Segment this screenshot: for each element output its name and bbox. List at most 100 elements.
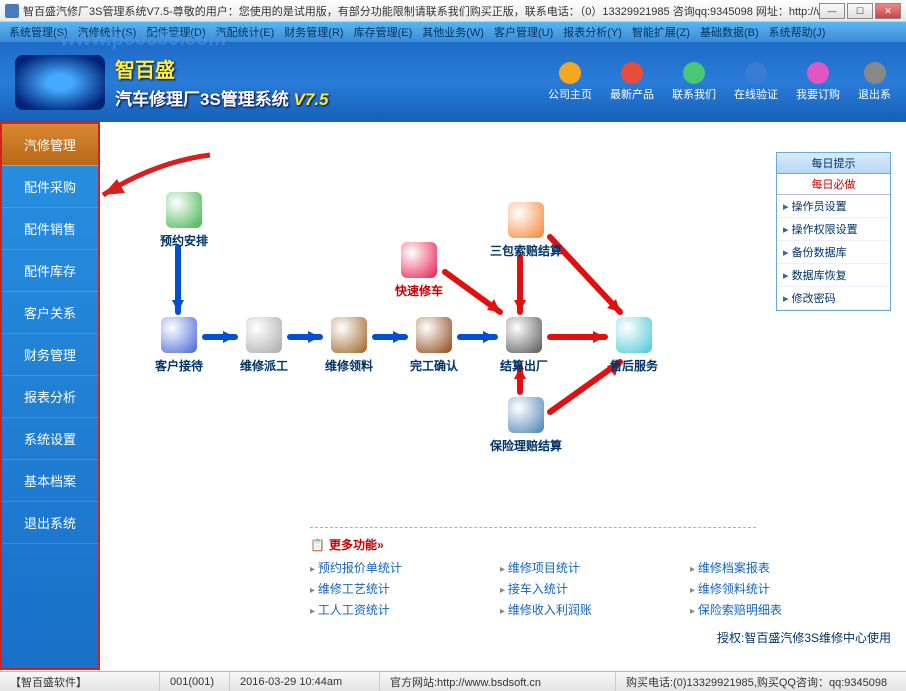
workflow-label-n10: 保险理赔结算 [490,437,562,454]
menu-item-3[interactable]: 汽配统计(E) [211,24,280,40]
sidebar-item-8[interactable]: 基本档案 [2,460,98,502]
menu-item-2[interactable]: 配件管理(D) [141,24,210,40]
close-button[interactable]: ✕ [875,3,901,19]
header-nav-label-2: 联系我们 [672,86,716,102]
header-nav-icon-3 [745,62,767,84]
workflow-label-n1: 预约安排 [160,232,208,249]
workflow-icon-n4 [161,317,197,353]
daily-must-do-header: 每日必做 [777,174,890,195]
more-function-link-1[interactable]: 维修项目统计 [500,559,660,576]
header-nav-label-5: 退出系 [858,86,891,102]
more-functions-grid: 预约报价单统计维修项目统计维修档案报表维修工艺统计接车入统计维修领料统计工人工资… [310,559,756,618]
window-controls: — ☐ ✕ [819,3,901,19]
sidebar-item-1[interactable]: 配件采购 [2,166,98,208]
more-function-link-7[interactable]: 维修收入利润账 [500,601,660,618]
authorization-text: 授权:智百盛汽修3S维修中心使用 [717,629,891,646]
menu-item-4[interactable]: 财务管理(R) [279,24,348,40]
status-user: 001(001) [160,672,230,691]
statusbar: 【智百盛软件】 001(001) 2016-03-29 10:44am 官方网站… [0,671,906,691]
header-nav-3[interactable]: 在线验证 [734,62,778,102]
more-functions-panel: 📋 更多功能» 预约报价单统计维修项目统计维修档案报表维修工艺统计接车入统计维修… [310,527,756,618]
more-function-link-0[interactable]: 预约报价单统计 [310,559,470,576]
daily-tips-header: 每日提示 [777,153,890,174]
sidebar-item-7[interactable]: 系统设置 [2,418,98,460]
workflow-icon-n1 [166,192,202,228]
header-nav-label-0: 公司主页 [548,86,592,102]
header-nav: 公司主页 最新产品 联系我们 在线验证我要订购 退出系 [548,62,891,102]
workflow-label-n6: 维修领料 [325,357,373,374]
more-function-link-5[interactable]: 维修领料统计 [690,580,850,597]
daily-tip-item-0[interactable]: 操作员设置 [777,195,890,218]
daily-tip-item-3[interactable]: 数据库恢复 [777,264,890,287]
sidebar-item-2[interactable]: 配件销售 [2,208,98,250]
workflow-icon-n10 [508,397,544,433]
workflow-icon-n9 [616,317,652,353]
menu-item-8[interactable]: 报表分析(Y) [558,24,627,40]
content-area: 预约安排快速修车 三包索赔结算客户接待维修派工 维修领料 完工确认 结算出厂 售后服务保险… [100,122,906,670]
header-nav-5[interactable]: 退出系 [858,62,891,102]
workflow-label-n8: 结算出厂 [500,357,548,374]
workflow-label-n3: 三包索赔结算 [490,242,562,259]
menu-item-5[interactable]: 库存管理(E) [349,24,418,40]
workflow-label-n7: 完工确认 [410,357,458,374]
daily-tip-item-1[interactable]: 操作权限设置 [777,218,890,241]
more-function-link-6[interactable]: 工人工资统计 [310,601,470,618]
menu-item-11[interactable]: 系统帮助(J) [764,24,831,40]
sidebar-item-6[interactable]: 报表分析 [2,376,98,418]
minimize-button[interactable]: — [819,3,845,19]
sidebar-item-0[interactable]: 汽修管理 [2,124,98,166]
workflow-diagram: 预约安排快速修车 三包索赔结算客户接待维修派工 维修领料 完工确认 结算出厂 售后服务保险… [130,162,756,502]
menu-item-1[interactable]: 汽修统计(S) [73,24,142,40]
car-logo-image [15,55,105,110]
workflow-node-n2[interactable]: 快速修车 [395,242,443,299]
window-title: 智百盛汽修厂3S管理系统V7.5-尊敬的用户：您使用的是试用版，有部分功能限制请… [23,3,819,19]
workflow-node-n6[interactable]: 维修领料 [325,317,373,374]
daily-tips-panel: 每日提示 每日必做 操作员设置操作权限设置备份数据库数据库恢复修改密码 [776,152,891,311]
sidebar-item-5[interactable]: 财务管理 [2,334,98,376]
sidebar: 汽修管理配件采购配件销售配件库存客户关系财务管理报表分析系统设置基本档案退出系统 [0,122,100,670]
header-nav-icon-2 [683,62,705,84]
header-nav-0[interactable]: 公司主页 [548,62,592,102]
workflow-label-n2: 快速修车 [395,282,443,299]
sidebar-item-9[interactable]: 退出系统 [2,502,98,544]
workflow-node-n8[interactable]: 结算出厂 [500,317,548,374]
header-banner: 智百盛 汽车修理厂3S管理系统 V7.5 公司主页最新产品联系我们在线验证我要订… [0,42,906,122]
workflow-icon-n8 [506,317,542,353]
header-nav-1[interactable]: 最新产品 [610,62,654,102]
more-function-link-4[interactable]: 接车入统计 [500,580,660,597]
workflow-node-n3[interactable]: 三包索赔结算 [490,202,562,259]
workflow-label-n5: 维修派工 [240,357,288,374]
more-function-link-2[interactable]: 维修档案报表 [690,559,850,576]
workflow-node-n5[interactable]: 维修派工 [240,317,288,374]
system-title-text: 汽车修理厂3S管理系统 [115,90,289,109]
sidebar-item-4[interactable]: 客户关系 [2,292,98,334]
menu-item-10[interactable]: 基础数据(B) [695,24,764,40]
more-functions-title: 📋 更多功能» [310,536,756,553]
workflow-node-n7[interactable]: 完工确认 [410,317,458,374]
window-titlebar: 智百盛汽修厂3S管理系统V7.5-尊敬的用户：您使用的是试用版，有部分功能限制请… [0,0,906,22]
more-function-link-3[interactable]: 维修工艺统计 [310,580,470,597]
sidebar-item-3[interactable]: 配件库存 [2,250,98,292]
menu-item-9[interactable]: 智能扩展(Z) [627,24,695,40]
more-functions-title-text: 更多功能» [329,536,384,553]
daily-tip-item-4[interactable]: 修改密码 [777,287,890,310]
workflow-node-n1[interactable]: 预约安排 [160,192,208,249]
header-nav-4[interactable]: 我要订购 [796,62,840,102]
more-function-link-8[interactable]: 保险索赔明细表 [690,601,850,618]
maximize-button[interactable]: ☐ [847,3,873,19]
menu-item-6[interactable]: 其他业务(W) [417,24,489,40]
workflow-node-n4[interactable]: 客户接待 [155,317,203,374]
workflow-icon-n3 [508,202,544,238]
header-nav-2[interactable]: 联系我们 [672,62,716,102]
workflow-icon-n2 [401,242,437,278]
workflow-node-n9[interactable]: 售后服务 [610,317,658,374]
workflow-icon-n7 [416,317,452,353]
daily-tip-item-2[interactable]: 备份数据库 [777,241,890,264]
header-nav-label-1: 最新产品 [610,86,654,102]
status-datetime: 2016-03-29 10:44am [230,672,380,691]
header-nav-icon-0 [559,62,581,84]
menu-item-0[interactable]: 系统管理(S) [4,24,73,40]
menu-item-7[interactable]: 客户管理(U) [489,24,558,40]
workflow-node-n10[interactable]: 保险理赔结算 [490,397,562,454]
header-nav-label-4: 我要订购 [796,86,840,102]
